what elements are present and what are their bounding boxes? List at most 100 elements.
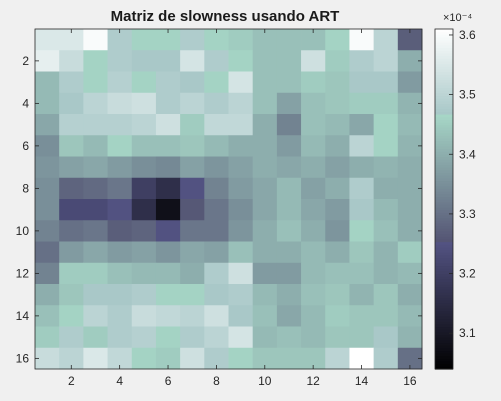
heatmap-cell	[228, 29, 254, 51]
colorbar-segment	[435, 169, 453, 174]
heatmap-cell	[180, 29, 205, 51]
colorbar-segment	[435, 270, 453, 274]
colorbar-segment	[435, 153, 453, 158]
colorbar-tick-label: 3.6	[459, 28, 476, 42]
colorbar-segment	[435, 188, 453, 192]
heatmap-cell	[301, 50, 326, 72]
colorbar-segment	[435, 114, 453, 118]
colorbar: 3.1 3.2 3.3 3.4 3.5 3.6 ×10⁻⁴	[434, 12, 476, 370]
axes: 2 4 6 8 10 12 14 16 2 4 6 8 10 12 14 16	[16, 28, 423, 388]
colorbar-segment	[435, 284, 453, 288]
colorbar-segment	[435, 334, 453, 338]
heatmap-cell	[397, 284, 423, 306]
colorbar-segment	[435, 260, 453, 264]
colorbar-segment	[435, 39, 453, 43]
heatmap-cell	[373, 71, 399, 94]
heatmap-cell	[180, 220, 205, 242]
colorbar-segment	[435, 172, 453, 176]
heatmap-cell	[155, 92, 181, 115]
heatmap-cell	[131, 199, 157, 221]
colorbar-segment	[435, 108, 453, 112]
heatmap-cell	[349, 262, 375, 285]
colorbar-segment	[435, 124, 453, 128]
colorbar-segment	[435, 323, 453, 328]
colorbar-segment	[435, 55, 453, 59]
heatmap-cell	[349, 156, 375, 179]
colorbar-segment	[435, 299, 453, 304]
heatmap-cell	[397, 156, 423, 179]
heatmap-cell	[252, 71, 278, 94]
heatmap-cell	[325, 284, 350, 306]
colorbar-segment	[435, 98, 453, 102]
heatmap-cell	[301, 199, 326, 221]
heatmap-cell	[301, 305, 326, 327]
colorbar-segment	[435, 212, 453, 216]
heatmap-cell	[35, 284, 60, 306]
heatmap-cell	[397, 177, 423, 200]
heatmap-cell	[252, 220, 278, 242]
colorbar-segment	[435, 265, 453, 269]
heatmap-cell	[325, 114, 350, 136]
y-tick-label: 16	[16, 351, 30, 365]
colorbar-segment	[435, 249, 453, 253]
heatmap-cell	[35, 326, 60, 349]
heatmap-cell	[373, 50, 399, 72]
colorbar-segment	[435, 289, 453, 293]
heatmap-cell	[35, 220, 60, 242]
heatmap-cell	[276, 177, 302, 200]
x-tick-label: 12	[306, 374, 320, 388]
heatmap-cell	[397, 92, 423, 115]
heatmap-cell	[276, 199, 302, 221]
colorbar-segment	[435, 175, 453, 179]
heatmap-cell	[301, 92, 326, 115]
heatmap-cell	[252, 177, 278, 200]
colorbar-segment	[435, 254, 453, 259]
heatmap-cell	[107, 220, 133, 242]
heatmap-cells	[35, 29, 423, 370]
heatmap-cell	[373, 220, 399, 242]
colorbar-segment	[435, 294, 453, 298]
heatmap-cell	[35, 347, 60, 370]
colorbar-segment	[435, 321, 453, 325]
heatmap-cell	[276, 92, 302, 115]
colorbar-segment	[435, 156, 453, 160]
heatmap-cell	[228, 50, 254, 72]
colorbar-segment	[435, 228, 453, 232]
colorbar-segment	[435, 345, 453, 349]
heatmap-cell	[107, 177, 133, 200]
colorbar-segment	[435, 66, 453, 70]
heatmap-cell	[59, 156, 84, 179]
heatmap-cell	[397, 135, 423, 157]
heatmap-cell	[107, 156, 133, 179]
heatmap-cell	[59, 284, 84, 306]
colorbar-segment	[435, 71, 453, 75]
colorbar-segment	[435, 361, 453, 365]
heatmap-cell	[325, 220, 350, 242]
heatmap-cell	[301, 29, 326, 51]
heatmap-cell	[155, 177, 181, 200]
heatmap-cell	[83, 220, 108, 242]
heatmap-cell	[325, 135, 350, 157]
colorbar-segment	[435, 183, 453, 187]
heatmap-cell	[252, 135, 278, 157]
colorbar-segment	[435, 145, 453, 150]
colorbar-segment	[435, 84, 453, 89]
colorbar-segment	[435, 135, 453, 139]
heatmap-cell	[276, 241, 302, 264]
heatmap-cell	[349, 92, 375, 115]
heatmap-cell	[107, 92, 133, 115]
colorbar-segment	[435, 236, 453, 240]
heatmap-cell	[301, 284, 326, 306]
heatmap-cell	[131, 262, 157, 285]
x-tick-label: 14	[355, 374, 369, 388]
colorbar-segment	[435, 326, 453, 330]
heatmap-cell	[228, 220, 254, 242]
colorbar-segment	[435, 63, 453, 67]
heatmap-cell	[131, 50, 157, 72]
heatmap-cell	[252, 29, 278, 51]
heatmap-cell	[59, 71, 84, 94]
heatmap-cell	[155, 199, 181, 221]
colorbar-segment	[435, 119, 453, 123]
colorbar-segment	[435, 193, 453, 197]
plot-frame	[34, 28, 423, 370]
